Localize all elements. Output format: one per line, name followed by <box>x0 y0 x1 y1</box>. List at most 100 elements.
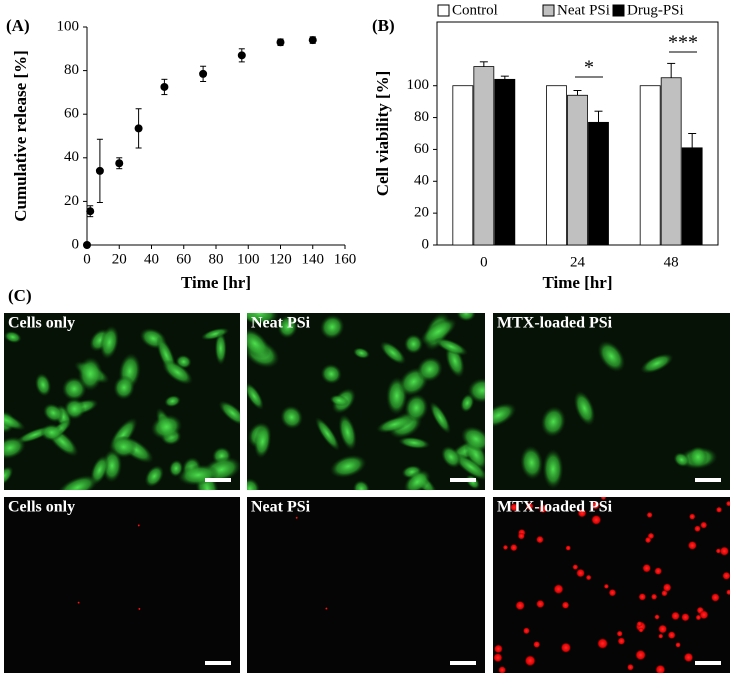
cell <box>416 356 443 383</box>
image-label: Neat PSi <box>251 315 311 332</box>
panel-label: (C) <box>8 286 32 305</box>
cell <box>642 563 652 573</box>
x-tick-label: 20 <box>112 251 127 267</box>
data-point <box>160 82 169 91</box>
cell <box>314 416 340 451</box>
bar <box>494 78 516 246</box>
cell <box>524 655 536 667</box>
cell <box>295 516 298 520</box>
image-bg <box>493 497 730 673</box>
x-tick-label: 0 <box>83 251 91 267</box>
cell <box>694 525 701 533</box>
data-point <box>199 69 208 78</box>
scale-bar <box>205 478 231 482</box>
cell <box>375 415 414 434</box>
cell <box>397 436 431 450</box>
cell <box>99 325 120 360</box>
cells <box>4 325 240 490</box>
cell <box>577 508 587 518</box>
data-point <box>276 38 285 47</box>
y-tick-label: 80 <box>64 62 79 78</box>
cell <box>565 545 571 551</box>
cell <box>627 663 634 671</box>
cells <box>493 497 730 673</box>
cell <box>420 318 457 345</box>
cell <box>277 315 298 339</box>
y-tick-label: 80 <box>414 109 429 125</box>
cell <box>429 401 451 434</box>
x-tick-label: 60 <box>176 251 191 267</box>
significance-mark: * <box>584 57 594 79</box>
micrograph: MTX-loaded PSi <box>493 313 730 490</box>
cell <box>498 666 507 673</box>
cell <box>517 532 525 540</box>
cell <box>585 574 592 581</box>
cell <box>683 652 694 663</box>
cell <box>561 601 570 609</box>
cell <box>404 393 429 422</box>
image-label: Neat PSi <box>251 499 311 516</box>
cell <box>673 452 690 468</box>
cell <box>646 511 653 518</box>
cell <box>510 503 519 512</box>
cell <box>635 649 646 661</box>
cell <box>591 501 600 510</box>
panel-label: (A) <box>6 16 30 35</box>
cell <box>572 564 579 570</box>
cell <box>536 599 545 609</box>
cell <box>591 514 602 525</box>
cell <box>510 543 518 552</box>
cell <box>617 637 626 645</box>
image-bg <box>4 497 240 673</box>
cell <box>325 607 328 610</box>
cell <box>113 375 135 400</box>
x-tick-label: 120 <box>269 251 292 267</box>
cell <box>77 356 103 392</box>
cell <box>502 544 509 551</box>
cell <box>520 445 544 480</box>
cell <box>253 424 272 459</box>
data-point <box>134 124 143 133</box>
cell <box>689 513 696 520</box>
y-tick-label: 40 <box>414 173 429 189</box>
cell <box>352 480 370 490</box>
cell <box>40 423 64 442</box>
cell <box>4 330 22 344</box>
y-tick-label: 20 <box>414 205 429 221</box>
cell <box>533 640 541 648</box>
y-tick-label: 60 <box>64 106 79 122</box>
data-point <box>308 36 317 45</box>
cell <box>493 644 503 654</box>
image-label: MTX-loaded PSi <box>497 315 613 332</box>
x-tick-label: 24 <box>570 254 586 270</box>
cell <box>658 624 668 634</box>
cell <box>440 445 462 469</box>
cell <box>725 500 730 507</box>
cell <box>654 614 660 620</box>
scale-bar <box>695 478 721 482</box>
bar <box>546 85 567 246</box>
cell <box>110 435 137 459</box>
bar <box>639 85 661 246</box>
cell <box>597 340 626 373</box>
cell <box>329 394 349 407</box>
image-label: MTX-loaded PSi <box>497 499 613 516</box>
cell <box>675 642 681 648</box>
micrograph: MTX-loaded PSi <box>493 497 730 673</box>
cell <box>57 474 99 490</box>
cell <box>329 454 367 479</box>
image-bg <box>247 497 485 673</box>
legend-swatch <box>612 4 625 17</box>
legend-label: Neat PSi <box>557 2 610 18</box>
y-tick-label: 0 <box>72 236 80 252</box>
cell <box>4 436 26 460</box>
cell <box>138 607 141 611</box>
cell <box>434 337 469 356</box>
cell <box>338 413 357 451</box>
y-tick-label: 100 <box>57 18 80 34</box>
cell <box>667 631 676 640</box>
y-axis-label: Cumulative release [%] <box>11 50 30 222</box>
cell <box>536 535 544 544</box>
cell <box>662 583 672 592</box>
cell <box>4 465 14 487</box>
